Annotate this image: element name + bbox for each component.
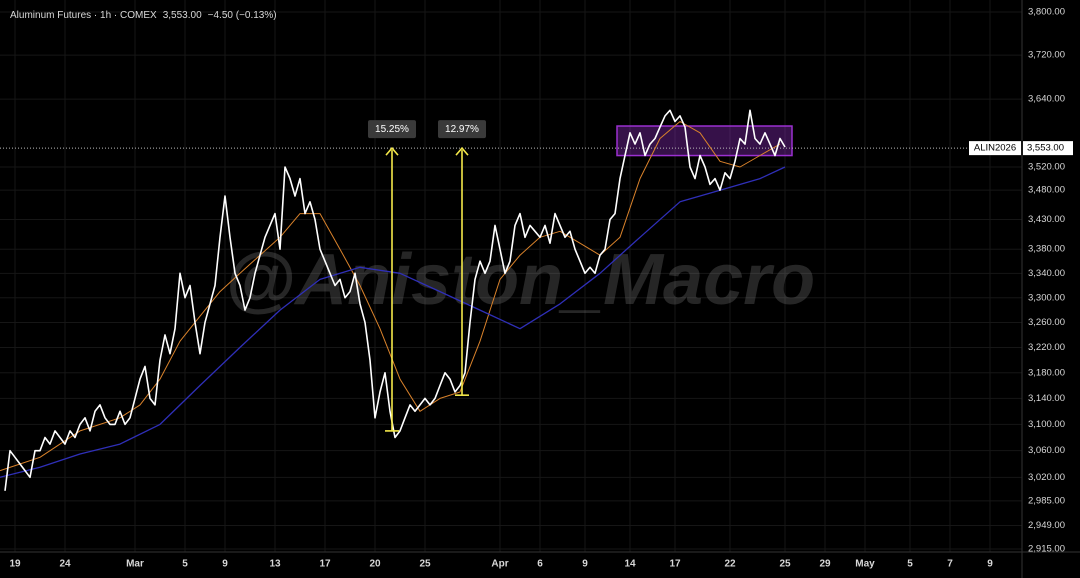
- y-tick-label: 3,300.00: [1028, 292, 1065, 303]
- x-tick-label: 22: [724, 559, 736, 570]
- x-tick-label: 7: [947, 559, 953, 570]
- x-tick-label: 19: [9, 559, 21, 570]
- x-tick-label: Apr: [491, 559, 508, 570]
- x-tick-label: 9: [987, 559, 993, 570]
- chart-title: Aluminum Futures · 1h · COMEX: [10, 10, 157, 21]
- y-tick-label: 3,640.00: [1028, 94, 1065, 105]
- chart-header: Aluminum Futures · 1h · COMEX 3,553.00 −4.…: [10, 10, 277, 21]
- y-tick-label: 3,220.00: [1028, 342, 1065, 353]
- price-box: [1023, 141, 1073, 156]
- y-tick-label: 3,260.00: [1028, 317, 1065, 328]
- y-tick-label: 3,340.00: [1028, 268, 1065, 279]
- y-tick-label: 3,520.00: [1028, 162, 1065, 173]
- price-line: [0, 121, 781, 472]
- measure-label-box: [438, 120, 486, 139]
- watermark: @Aniston_Macro: [225, 240, 815, 320]
- x-tick-label: 25: [779, 559, 791, 570]
- x-tick-label: 20: [369, 559, 381, 570]
- symbol-box: [969, 141, 1021, 156]
- x-tick-label: 24: [59, 559, 71, 570]
- y-tick-label: 3,060.00: [1028, 445, 1065, 456]
- x-tick-label: Mar: [126, 559, 144, 570]
- x-tick-label: 25: [419, 559, 431, 570]
- measure-label-box: [368, 120, 416, 139]
- price-line: [0, 166, 786, 478]
- y-tick-label: 3,380.00: [1028, 244, 1065, 255]
- x-tick-label: 5: [182, 559, 188, 570]
- x-tick-label: 5: [907, 559, 913, 570]
- range-box: [616, 125, 793, 157]
- x-tick-label: May: [855, 559, 875, 570]
- x-tick-label: 14: [624, 559, 636, 570]
- x-tick-label: 6: [537, 559, 543, 570]
- x-tick-label: 9: [582, 559, 588, 570]
- y-tick-label: 2,915.00: [1028, 544, 1065, 555]
- measure-label: 15.25%: [375, 124, 409, 135]
- arrow-head: [385, 146, 399, 156]
- y-tick-label: 3,020.00: [1028, 472, 1065, 483]
- change: −4.50 (−0.13%): [208, 10, 277, 21]
- x-tick-label: 9: [222, 559, 228, 570]
- y-tick-label: 3,140.00: [1028, 393, 1065, 404]
- arrow-head: [455, 146, 469, 156]
- price-line: [4, 109, 786, 491]
- symbol-label: ALIN2026: [974, 143, 1016, 154]
- y-tick-label: 2,949.00: [1028, 520, 1065, 531]
- measure-label: 12.97%: [445, 124, 479, 135]
- x-tick-label: 29: [819, 559, 831, 570]
- price-label: 3,553.00: [1027, 143, 1064, 154]
- y-tick-label: 3,430.00: [1028, 214, 1065, 225]
- y-tick-label: 2,985.00: [1028, 495, 1065, 506]
- y-tick-label: 3,720.00: [1028, 50, 1065, 61]
- y-tick-label: 3,100.00: [1028, 419, 1065, 430]
- y-tick-label: 3,180.00: [1028, 367, 1065, 378]
- y-tick-label: 3,480.00: [1028, 185, 1065, 196]
- x-tick-label: 17: [669, 559, 681, 570]
- y-tick-label: 3,800.00: [1028, 7, 1065, 18]
- price: 3,553.00: [163, 10, 202, 21]
- x-tick-label: 17: [319, 559, 331, 570]
- x-tick-label: 13: [269, 559, 281, 570]
